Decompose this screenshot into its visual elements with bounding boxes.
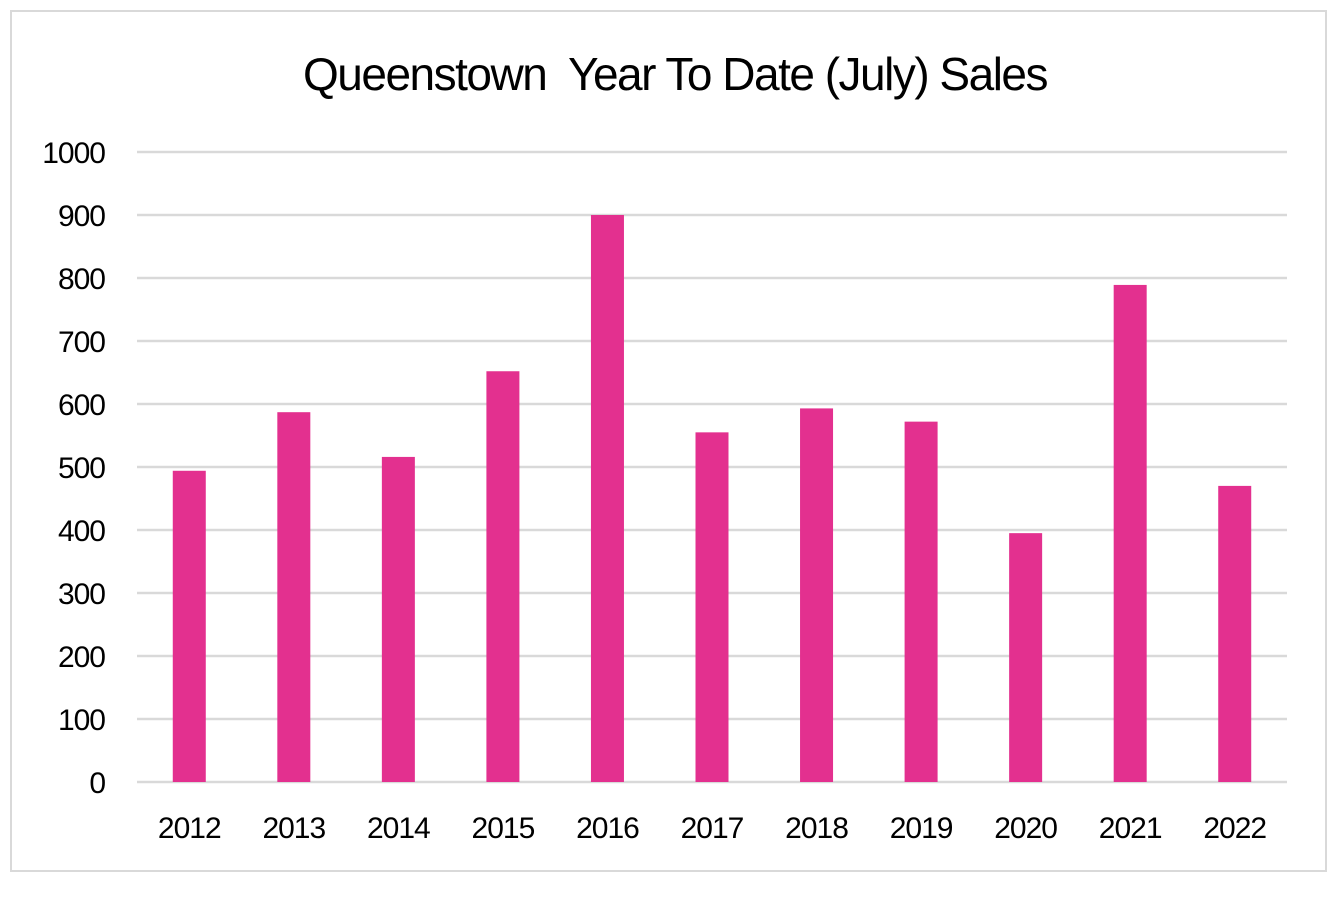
x-tick-label: 2018 (785, 812, 848, 845)
x-tick-label: 2020 (994, 812, 1057, 845)
y-axis-tick-labels: 0 100 200 300 400 500 600 700 800 900 1000 (42, 137, 106, 800)
y-tick-label: 800 (58, 263, 105, 296)
bar-2021 (1113, 284, 1147, 782)
x-tick-label: 2017 (681, 812, 744, 845)
y-tick-label: 300 (58, 578, 105, 611)
chart-frame (10, 10, 1327, 872)
x-tick-label: 2019 (890, 812, 953, 845)
y-tick-label: 500 (58, 452, 105, 485)
bar-2019 (904, 421, 938, 782)
x-tick-label: 2014 (367, 812, 430, 845)
y-tick-label: 0 (89, 767, 105, 800)
x-tick-label: 2013 (262, 812, 325, 845)
x-tick-label: 2012 (158, 812, 221, 845)
bar-2012 (172, 470, 206, 782)
y-tick-label: 400 (58, 515, 105, 548)
y-tick-label: 100 (58, 704, 105, 737)
x-tick-label: 2021 (1099, 812, 1162, 845)
bar-2016 (590, 215, 624, 782)
bar-2014 (381, 456, 415, 782)
bar-2022 (1218, 485, 1252, 782)
x-tick-label: 2016 (576, 812, 639, 845)
y-tick-label: 200 (58, 641, 105, 674)
bar-2013 (277, 412, 311, 782)
x-axis-tick-labels: 2012 2013 2014 2015 2016 2017 2018 2019 2020 2021… (158, 812, 1268, 845)
y-tick-label: 1000 (42, 137, 105, 170)
x-tick-label: 2015 (472, 812, 535, 845)
y-tick-label: 700 (58, 326, 105, 359)
y-tick-label: 900 (58, 200, 105, 233)
grid-lines (137, 150, 1287, 784)
x-tick-label: 2022 (1203, 812, 1266, 845)
bar-2020 (1009, 533, 1043, 782)
bar-2017 (695, 432, 729, 782)
y-tick-label: 600 (58, 389, 105, 422)
bar-2018 (800, 408, 834, 782)
bar-2015 (486, 371, 520, 782)
chart-title: Queenstown Year To Date (July) Sales (303, 48, 1047, 100)
bars (172, 215, 1252, 782)
